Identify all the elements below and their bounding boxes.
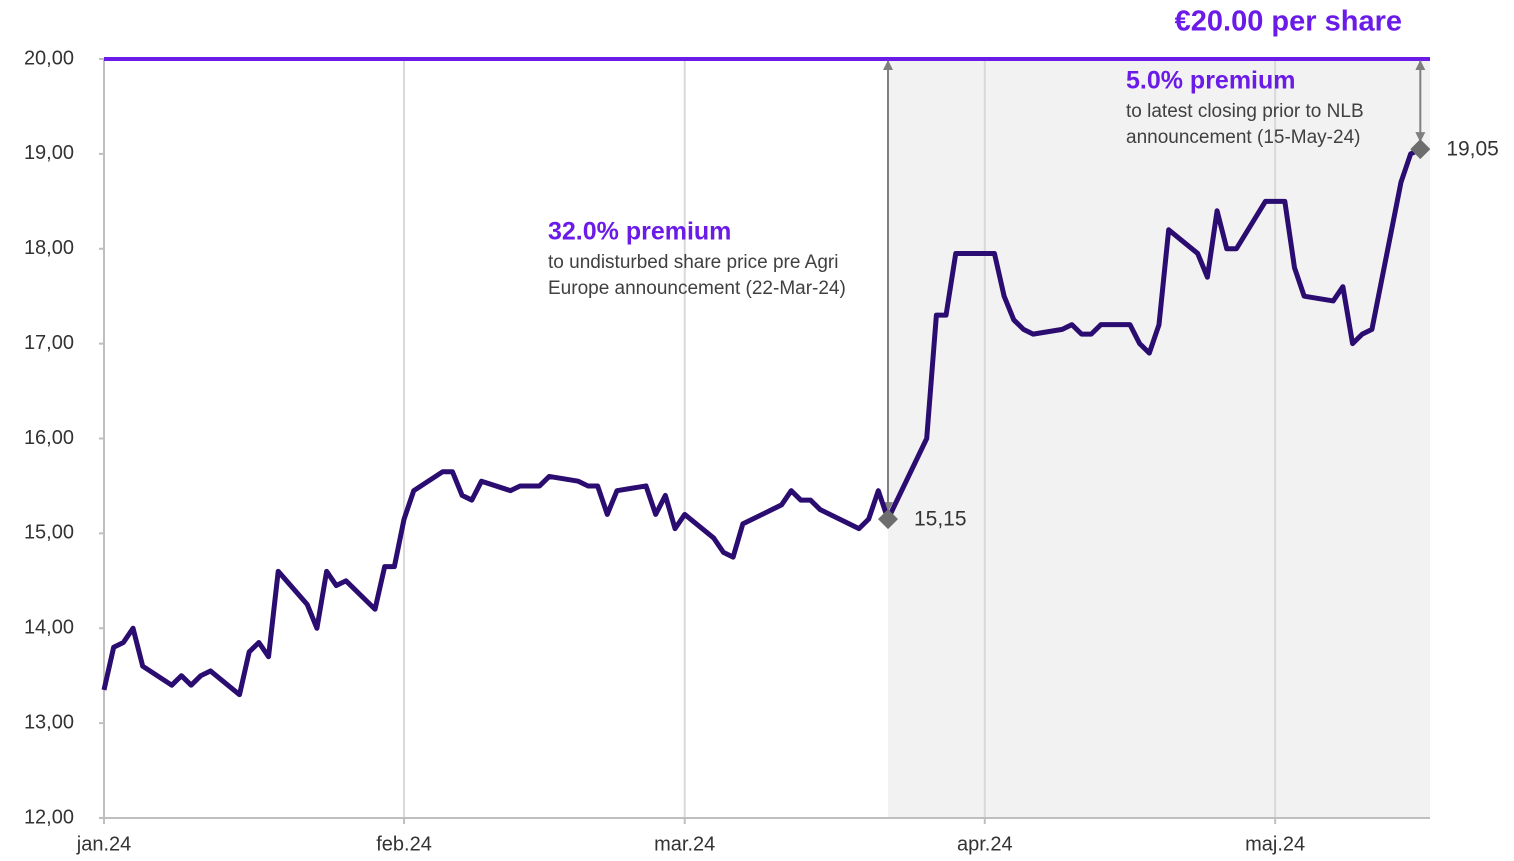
highlight-band [887,59,1430,818]
x-tick-label: jan.24 [76,833,132,855]
marker-label: 19,05 [1446,138,1499,161]
x-tick-label: apr.24 [957,833,1013,855]
y-tick-label: 15,00 [24,522,74,544]
y-tick-label: 13,00 [24,711,74,733]
y-tick-label: 18,00 [24,237,74,259]
x-tick-label: maj.24 [1245,833,1305,855]
y-tick-label: 19,00 [24,142,74,164]
reference-label: €20.00 per share [1175,6,1402,38]
y-tick-label: 17,00 [24,332,74,354]
annotation-text: to latest closing prior to NLB [1126,101,1364,122]
annotation-text: announcement (15-May-24) [1126,127,1360,148]
price-line [101,146,1422,698]
annotation-text: to undisturbed share price pre Agri [548,252,838,273]
y-tick-label: 14,00 [24,617,74,639]
annotation-title: 5.0% premium [1126,67,1296,95]
marker-label: 15,15 [914,508,967,531]
y-tick-label: 16,00 [24,427,74,449]
y-tick-label: 12,00 [24,806,74,828]
marker [1410,139,1431,160]
annotation-text: Europe announcement (22-Mar-24) [548,278,846,299]
marker [877,509,898,530]
y-tick-label: 20,00 [24,47,74,69]
x-tick-label: feb.24 [376,833,432,855]
x-tick-label: mar.24 [654,833,715,855]
annotation-title: 32.0% premium [548,218,731,246]
